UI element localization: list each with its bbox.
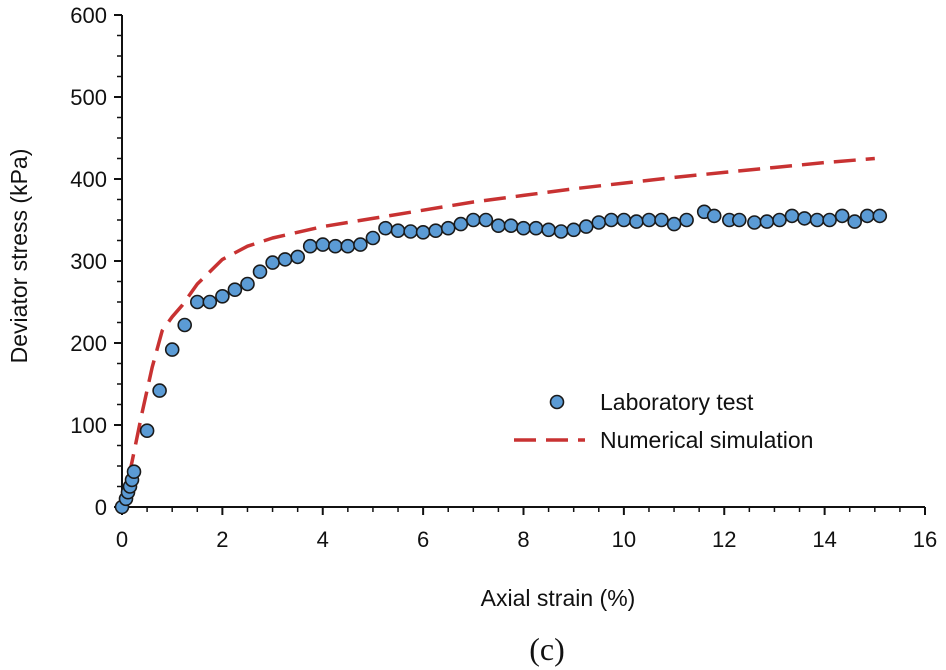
laboratory-point — [859, 208, 875, 224]
laboratory-point — [629, 214, 644, 229]
laboratory-point — [603, 212, 619, 228]
legend-label-laboratory: Laboratory test — [600, 389, 754, 415]
figure-caption: (c) — [529, 631, 565, 667]
laboratory-point — [759, 214, 775, 229]
laboratory-point — [227, 282, 243, 298]
x-tick-label: 4 — [317, 527, 329, 552]
x-tick-label: 10 — [612, 527, 636, 552]
laboratory-point — [809, 212, 825, 228]
laboratory-point — [706, 208, 722, 224]
laboratory-point — [834, 208, 850, 224]
laboratory-point — [240, 276, 255, 292]
laboratory-point — [440, 220, 456, 236]
y-axis-title: Deviator stress (kPa) — [6, 149, 32, 364]
laboratory-point — [478, 212, 494, 228]
laboratory-point — [390, 223, 406, 238]
axes: 0 2 4 6 8 10 12 14 16 0 100 200 300 400 500 600 — [70, 3, 937, 552]
laboratory-point — [772, 212, 787, 228]
laboratory-point — [265, 255, 280, 270]
laboratory-point — [822, 212, 837, 228]
laboratory-point — [465, 212, 481, 228]
laboratory-point — [797, 211, 812, 226]
laboratory-point — [503, 218, 519, 233]
y-tick-label: 0 — [95, 495, 107, 520]
laboratory-point — [666, 216, 682, 232]
laboratory-point — [177, 317, 192, 333]
laboratory-point — [215, 288, 230, 304]
laboratory-point — [591, 215, 607, 230]
y-tick-label: 200 — [70, 331, 107, 356]
laboratory-point — [847, 214, 863, 229]
laboratory-point — [641, 212, 657, 228]
laboratory-point — [290, 249, 306, 265]
laboratory-point — [315, 237, 331, 252]
simulation-series — [120, 156, 875, 508]
laboratory-point — [616, 212, 632, 228]
ticks: 0 2 4 6 8 10 12 14 16 0 100 200 300 400 500 600 — [70, 3, 937, 552]
laboratory-point — [553, 224, 569, 239]
laboratory-point — [541, 222, 556, 238]
y-tick-label: 300 — [70, 249, 107, 274]
simulation-line — [120, 156, 875, 508]
laboratory-point — [190, 294, 205, 310]
laboratory-point — [516, 220, 531, 236]
laboratory-point — [403, 224, 418, 239]
legend-label-simulation: Numerical simulation — [600, 427, 813, 453]
legend: Laboratory test Numerical simulation — [514, 389, 813, 453]
laboratory-point — [378, 220, 393, 236]
laboratory-point — [277, 252, 293, 267]
laboratory-point — [428, 223, 444, 238]
x-tick-label: 2 — [216, 527, 228, 552]
x-tick-label: 8 — [517, 527, 529, 552]
y-tick-label: 400 — [70, 167, 107, 192]
laboratory-point — [415, 225, 431, 240]
laboratory-point — [528, 220, 544, 236]
laboratory-point — [654, 212, 669, 228]
y-tick-label: 100 — [70, 413, 107, 438]
laboratory-point — [491, 218, 506, 233]
laboratory-point — [139, 423, 155, 439]
x-tick-label: 12 — [712, 527, 736, 552]
laboratory-point — [126, 464, 142, 480]
laboratory-point — [453, 216, 469, 232]
laboratory-point — [202, 294, 218, 310]
x-tick-label: 6 — [417, 527, 429, 552]
laboratory-point — [747, 215, 762, 230]
x-tick-label: 16 — [913, 527, 937, 552]
x-tick-label: 0 — [116, 527, 128, 552]
x-axis-title: Axial strain (%) — [481, 585, 636, 611]
laboratory-point — [340, 238, 356, 254]
laboratory-point — [578, 219, 594, 234]
laboratory-point — [679, 212, 694, 228]
laboratory-point — [784, 208, 800, 224]
x-tick-label: 14 — [812, 527, 836, 552]
laboratory-point — [731, 212, 747, 228]
laboratory-point — [566, 222, 582, 238]
laboratory-series — [114, 204, 888, 515]
laboratory-point — [252, 264, 268, 280]
legend-marker-laboratory — [549, 394, 565, 410]
laboratory-point — [152, 383, 167, 398]
y-tick-label: 600 — [70, 3, 107, 28]
laboratory-point — [164, 342, 180, 357]
y-tick-label: 500 — [70, 85, 107, 110]
laboratory-point — [365, 230, 381, 246]
laboratory-point — [327, 238, 343, 254]
laboratory-point — [302, 238, 318, 254]
laboratory-point — [872, 208, 888, 224]
laboratory-point — [353, 237, 368, 252]
